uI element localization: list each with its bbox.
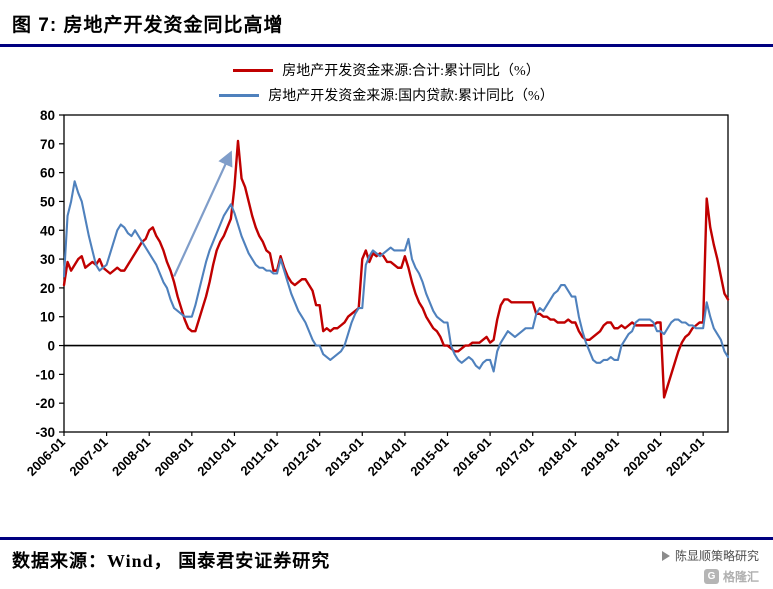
x-tick-label-group: 2006-01	[24, 435, 68, 479]
x-tick-label: 2013-01	[322, 435, 366, 479]
y-tick-label: 60	[40, 166, 55, 181]
x-tick-label: 2011-01	[237, 435, 281, 479]
x-tick-label: 2006-01	[24, 435, 68, 479]
brand-text: 格隆汇	[722, 570, 759, 584]
x-tick-label: 2010-01	[194, 435, 238, 479]
legend-label-total: 房地产开发资金来源:合计:累计同比（%）	[282, 64, 540, 79]
x-tick-label-group: 2016-01	[450, 435, 494, 479]
x-tick-label: 2016-01	[450, 435, 494, 479]
credit-text: 陈显顺策略研究	[674, 549, 759, 563]
x-tick-label-group: 2009-01	[152, 435, 196, 479]
legend-item-total: 房地产开发资金来源:合计:累计同比（%）	[233, 60, 540, 80]
x-tick-label-group: 2014-01	[365, 435, 409, 479]
legend-item-loans: 房地产开发资金来源:国内贷款:累计同比（%）	[219, 85, 554, 105]
y-tick-label: 20	[40, 281, 55, 296]
chart-svg: 80 70 60 50 40 30 20 10 0 -10 -20 -302006-012007-01…	[24, 108, 730, 479]
x-tick-label-group: 2015-01	[407, 435, 451, 479]
x-tick-label-group: 2017-01	[492, 435, 536, 479]
chart-area: 80 70 60 50 40 30 20 10 0 -10 -20 -30 2006-01 2007-01…	[0, 107, 773, 511]
series-line-1	[62, 180, 730, 373]
y-tick-label: 0	[47, 339, 55, 354]
y-tick-label: 80	[40, 108, 55, 123]
x-tick-label-group: 2007-01	[66, 435, 110, 479]
y-tick-label: -20	[35, 396, 55, 411]
x-tick-label-group: 2012-01	[279, 435, 323, 479]
x-tick-label-group: 2011-01	[237, 435, 281, 479]
credit-column: 陈显顺策略研究 G 格隆汇	[661, 547, 759, 585]
y-tick-label: 40	[40, 223, 55, 238]
x-tick-label-group: 2020-01	[620, 435, 664, 479]
x-tick-label: 2018-01	[535, 435, 579, 479]
data-source-text: 数据来源：Wind， 国泰君安证券研究	[12, 551, 331, 571]
y-tick-label: -30	[35, 425, 55, 440]
chart-legend: 房地产开发资金来源:合计:累计同比（%） 房地产开发资金来源:国内贷款:累计同比…	[0, 60, 773, 105]
credit-row: 陈显顺策略研究	[661, 547, 759, 564]
x-tick-label: 2020-01	[620, 435, 664, 479]
y-tick-label: 50	[40, 194, 55, 209]
y-tick-label: 10	[40, 310, 55, 325]
legend-swatch-blue	[219, 93, 260, 97]
x-tick-label-group: 2013-01	[322, 435, 366, 479]
figure-title: 图 7: 房地产开发资金同比高增	[12, 15, 284, 36]
x-tick-label: 2007-01	[66, 435, 110, 479]
x-tick-label-group: 2021-01	[663, 435, 707, 479]
y-tick-label: -10	[35, 367, 55, 382]
x-tick-label: 2021-01	[663, 435, 707, 479]
x-tick-label-group: 2008-01	[109, 435, 153, 479]
x-tick-label-group: 2019-01	[578, 435, 622, 479]
x-tick-label: 2014-01	[365, 435, 409, 479]
brand-logo-icon: G	[703, 569, 719, 584]
x-tick-label: 2009-01	[152, 435, 196, 479]
x-tick-label: 2012-01	[279, 435, 323, 479]
x-tick-label-group: 2010-01	[194, 435, 238, 479]
plot-border	[63, 114, 729, 433]
x-tick-label: 2017-01	[492, 435, 536, 479]
legend-swatch-red	[233, 68, 274, 72]
y-tick-label: 70	[40, 137, 55, 152]
x-tick-label-group: 2018-01	[535, 435, 579, 479]
share-icon	[661, 550, 670, 561]
brand-row: G 格隆汇	[703, 568, 759, 585]
trend-arrow-annotation	[173, 150, 233, 277]
footer: 数据来源：Wind， 国泰君安证券研究 陈显顺策略研究 G 格隆汇	[0, 537, 773, 585]
x-tick-label: 2015-01	[407, 435, 451, 479]
x-tick-label: 2019-01	[578, 435, 622, 479]
y-tick-label: 30	[40, 252, 55, 267]
figure-title-block: 图 7: 房地产开发资金同比高增	[0, 0, 773, 47]
series-line-0	[62, 139, 730, 399]
x-tick-label: 2008-01	[109, 435, 153, 479]
legend-label-loans: 房地产开发资金来源:国内贷款:累计同比（%）	[268, 89, 554, 104]
